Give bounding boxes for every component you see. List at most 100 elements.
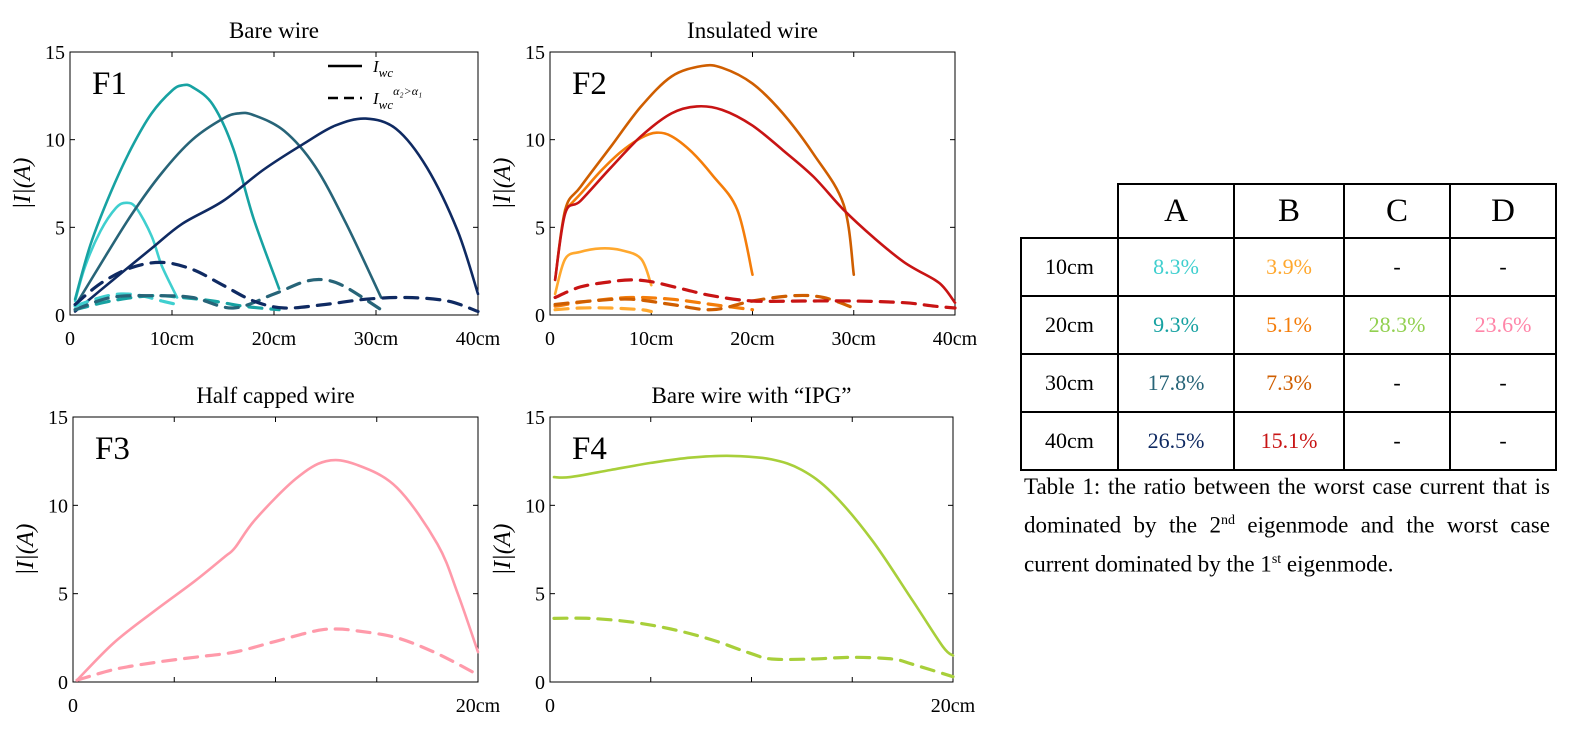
table-caption: Table 1: the ratio between the worst cas… bbox=[1024, 470, 1550, 581]
row-label: 10cm bbox=[1020, 237, 1119, 297]
y-tick-label: 5 bbox=[535, 217, 545, 239]
x-tick-label: 20cm bbox=[931, 695, 976, 717]
panel-label: F2 bbox=[572, 66, 607, 102]
y-tick-label: 10 bbox=[525, 495, 545, 517]
column-header-a: A bbox=[1117, 183, 1235, 239]
y-axis-label: |I|(A) bbox=[490, 158, 516, 210]
chart-panel-f3: Half capped wire F3 |I|(A) 0 5 10 15 0 20cm bbox=[13, 383, 501, 717]
table-cell: 26.5% bbox=[1117, 411, 1235, 471]
series-line bbox=[75, 627, 480, 682]
chart-panel-f1: Bare wire F1 |I|(A) 0 5 10 15 0 10cm 20cm 30cm 40cm… bbox=[10, 18, 501, 350]
row-label: 20cm bbox=[1020, 295, 1119, 355]
panel-label: F1 bbox=[92, 66, 127, 102]
chart-title: Bare wire with “IPG” bbox=[652, 383, 852, 408]
ratio-table: A B C D 10cm 8.3% 3.9% - - 20cm 9.3% 5.1… bbox=[1020, 183, 1557, 471]
y-tick-label: 15 bbox=[525, 42, 545, 64]
series-line bbox=[553, 63, 856, 282]
table-row: 30cm 17.8% 7.3% - - bbox=[1020, 353, 1557, 413]
legend-superscript: α₂>α₁ bbox=[393, 84, 422, 98]
table-header-row: A B C D bbox=[1021, 183, 1557, 239]
x-tick-label: 20cm bbox=[456, 695, 501, 717]
table-cell: - bbox=[1343, 411, 1451, 471]
legend-entry: Iwcα₂>α₁ bbox=[372, 84, 422, 112]
chart-panel-f2: Insulated wire F2 |I|(A) 0 5 10 15 0 10cm 20cm 30c… bbox=[490, 18, 978, 350]
series-line bbox=[73, 260, 480, 314]
legend-entry: Iwc bbox=[372, 57, 393, 80]
legend-subscript: wc bbox=[379, 97, 394, 112]
row-label: 30cm bbox=[1020, 353, 1119, 413]
y-tick-label: 15 bbox=[525, 407, 545, 429]
chart-title: Half capped wire bbox=[196, 383, 354, 408]
series-line bbox=[73, 83, 281, 301]
x-tick-label: 40cm bbox=[933, 328, 978, 350]
y-tick-label: 10 bbox=[45, 130, 65, 152]
series-line bbox=[75, 458, 480, 682]
chart-figure: Bare wire F1 |I|(A) 0 5 10 15 0 10cm 20cm 30cm 40cm… bbox=[10, 18, 978, 717]
table-cell: 5.1% bbox=[1233, 295, 1345, 355]
table-cell: 3.9% bbox=[1233, 237, 1345, 297]
series-line bbox=[563, 131, 754, 276]
x-tick-label: 0 bbox=[68, 695, 78, 717]
table-cell: 15.1% bbox=[1233, 411, 1345, 471]
y-tick-label: 15 bbox=[45, 42, 65, 64]
table-row: 10cm 8.3% 3.9% - - bbox=[1020, 237, 1557, 297]
y-tick-label: 15 bbox=[48, 407, 68, 429]
x-tick-label: 20cm bbox=[252, 328, 297, 350]
series-line bbox=[553, 293, 856, 312]
series-line bbox=[73, 201, 179, 303]
y-tick-label: 5 bbox=[58, 584, 68, 606]
x-tick-label: 10cm bbox=[150, 328, 195, 350]
series-line bbox=[553, 247, 653, 296]
x-tick-label: 0 bbox=[545, 695, 555, 717]
series-line bbox=[553, 306, 653, 314]
y-tick-label: 5 bbox=[55, 217, 65, 239]
table-cell: 23.6% bbox=[1449, 295, 1557, 355]
y-tick-label: 0 bbox=[535, 672, 545, 694]
x-tick-label: 40cm bbox=[456, 328, 501, 350]
x-tick-label: 0 bbox=[545, 328, 555, 350]
series-line bbox=[553, 104, 957, 304]
table-cell: - bbox=[1343, 237, 1451, 297]
y-axis-label: |I|(A) bbox=[490, 524, 516, 576]
table-cell: 9.3% bbox=[1117, 295, 1235, 355]
x-tick-label: 20cm bbox=[730, 328, 775, 350]
x-tick-label: 30cm bbox=[354, 328, 399, 350]
caption-superscript: nd bbox=[1220, 513, 1235, 528]
panel-label: F4 bbox=[572, 431, 607, 467]
caption-superscript: st bbox=[1271, 551, 1282, 567]
series-line bbox=[552, 454, 955, 657]
x-tick-label: 30cm bbox=[832, 328, 877, 350]
chart-title: Bare wire bbox=[229, 18, 319, 43]
table-cell: - bbox=[1343, 353, 1451, 413]
legend-subscript: wc bbox=[379, 65, 394, 80]
y-tick-label: 5 bbox=[535, 584, 545, 606]
caption-text: eigenmode. bbox=[1281, 551, 1394, 577]
y-axis-label: |I|(A) bbox=[13, 524, 39, 576]
table-row: 40cm 26.5% 15.1% - - bbox=[1020, 411, 1557, 471]
column-header-c: C bbox=[1343, 183, 1451, 239]
table-cell: - bbox=[1449, 353, 1557, 413]
y-tick-label: 10 bbox=[48, 495, 68, 517]
caption-text: eigenmode and the worst case current dom… bbox=[1024, 512, 1550, 577]
series-line bbox=[73, 111, 383, 308]
y-tick-label: 10 bbox=[525, 130, 545, 152]
table-cell: 28.3% bbox=[1343, 295, 1451, 355]
legend-label: I bbox=[372, 57, 380, 76]
series-line bbox=[553, 278, 957, 310]
table-cell: 8.3% bbox=[1117, 237, 1235, 297]
panel-label: F3 bbox=[95, 431, 130, 467]
series-line bbox=[73, 117, 480, 313]
table-row: 20cm 9.3% 5.1% 28.3% 23.6% bbox=[1020, 295, 1557, 355]
caption-text: Table 1: the ratio between the worst cas… bbox=[1024, 474, 1550, 538]
table-cell: - bbox=[1449, 237, 1557, 297]
y-tick-label: 0 bbox=[55, 305, 65, 327]
table-corner bbox=[1021, 184, 1119, 239]
y-tick-label: 0 bbox=[535, 305, 545, 327]
table-cell: - bbox=[1449, 411, 1557, 471]
y-tick-label: 0 bbox=[58, 672, 68, 694]
row-label: 40cm bbox=[1020, 411, 1119, 471]
column-header-b: B bbox=[1233, 183, 1345, 239]
series-line bbox=[73, 292, 179, 308]
legend-label: I bbox=[372, 89, 380, 108]
series-line bbox=[552, 616, 955, 679]
